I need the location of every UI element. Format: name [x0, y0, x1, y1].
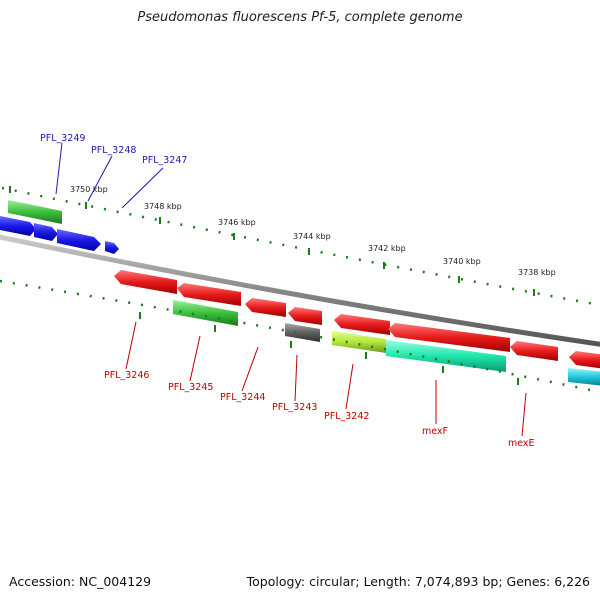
gene-label-pfl-3248[interactable]: PFL_3248: [91, 145, 136, 156]
gene-label-pfl-3244[interactable]: PFL_3244: [220, 392, 265, 403]
reverse-gene-arrow: [510, 341, 558, 361]
gene-callout-line: [87, 155, 113, 202]
forward-gene-arrow: [57, 229, 101, 251]
reverse-gene-arrow: [245, 298, 286, 317]
reverse-gene-arrow: [334, 314, 390, 335]
reverse-gene-arrow: [569, 351, 600, 369]
gene-callout-line: [345, 363, 354, 410]
gene-callout-line: [294, 354, 298, 402]
reverse-gene-arrow: [114, 270, 177, 294]
length-text: Length: 7,074,893 bp: [363, 574, 499, 589]
kbp-label: 3742 kbp: [368, 244, 406, 253]
kbp-label: 3740 kbp: [443, 257, 481, 266]
reverse-feature-yellow: [332, 331, 386, 353]
gene-callout-line: [55, 142, 63, 195]
gene-label-mexf[interactable]: mexF: [422, 426, 448, 437]
accession-text: Accession: NC_004129: [9, 574, 152, 589]
map-title: Pseudomonas fluorescens Pf-5, complete g…: [137, 10, 463, 25]
kbp-label: 3738 kbp: [518, 268, 556, 277]
kbp-label: 3750 kbp: [70, 185, 108, 194]
topology-text: Topology: circular: [246, 574, 356, 589]
gene-label-pfl-3243[interactable]: PFL_3243: [272, 402, 317, 413]
kbp-label: 3746 kbp: [218, 218, 256, 227]
genome-stats: Topology: circular; Length: 7,074,893 bp…: [246, 574, 590, 589]
gene-callout-line: [521, 392, 527, 437]
genome-backbone: [0, 234, 600, 347]
gene-label-pfl-3247[interactable]: PFL_3247: [142, 155, 187, 166]
gene-label-pfl-3245[interactable]: PFL_3245: [168, 382, 213, 393]
gene-callout-line: [241, 346, 259, 392]
reverse-feature-teal: [386, 340, 506, 372]
gene-callout-line: [189, 335, 201, 382]
reverse-feature-green: [173, 300, 238, 326]
gene-callout-line: [121, 167, 164, 209]
gene-callout-line: [125, 321, 137, 370]
gene-label-pfl-3249[interactable]: PFL_3249: [40, 133, 85, 144]
kbp-label: 3748 kbp: [144, 202, 182, 211]
gene-label-mexe[interactable]: mexE: [508, 438, 535, 449]
gene-label-pfl-3246[interactable]: PFL_3246: [104, 370, 149, 381]
genes-count-text: Genes: 6,226: [506, 574, 590, 589]
forward-gene-arrow: [105, 241, 119, 254]
reverse-gene-arrow: [177, 283, 241, 306]
kbp-label: 3744 kbp: [293, 232, 331, 241]
reverse-gene-arrow: [388, 323, 510, 352]
reverse-feature-cyan: [568, 368, 600, 386]
forward-gene-arrow: [34, 223, 58, 241]
forward-gene-arrow: [0, 216, 36, 236]
reverse-feature-dark: [285, 323, 320, 342]
forward-feature-green: [8, 200, 62, 224]
reverse-gene-arrow: [288, 307, 322, 325]
gene-label-pfl-3242[interactable]: PFL_3242: [324, 411, 369, 422]
